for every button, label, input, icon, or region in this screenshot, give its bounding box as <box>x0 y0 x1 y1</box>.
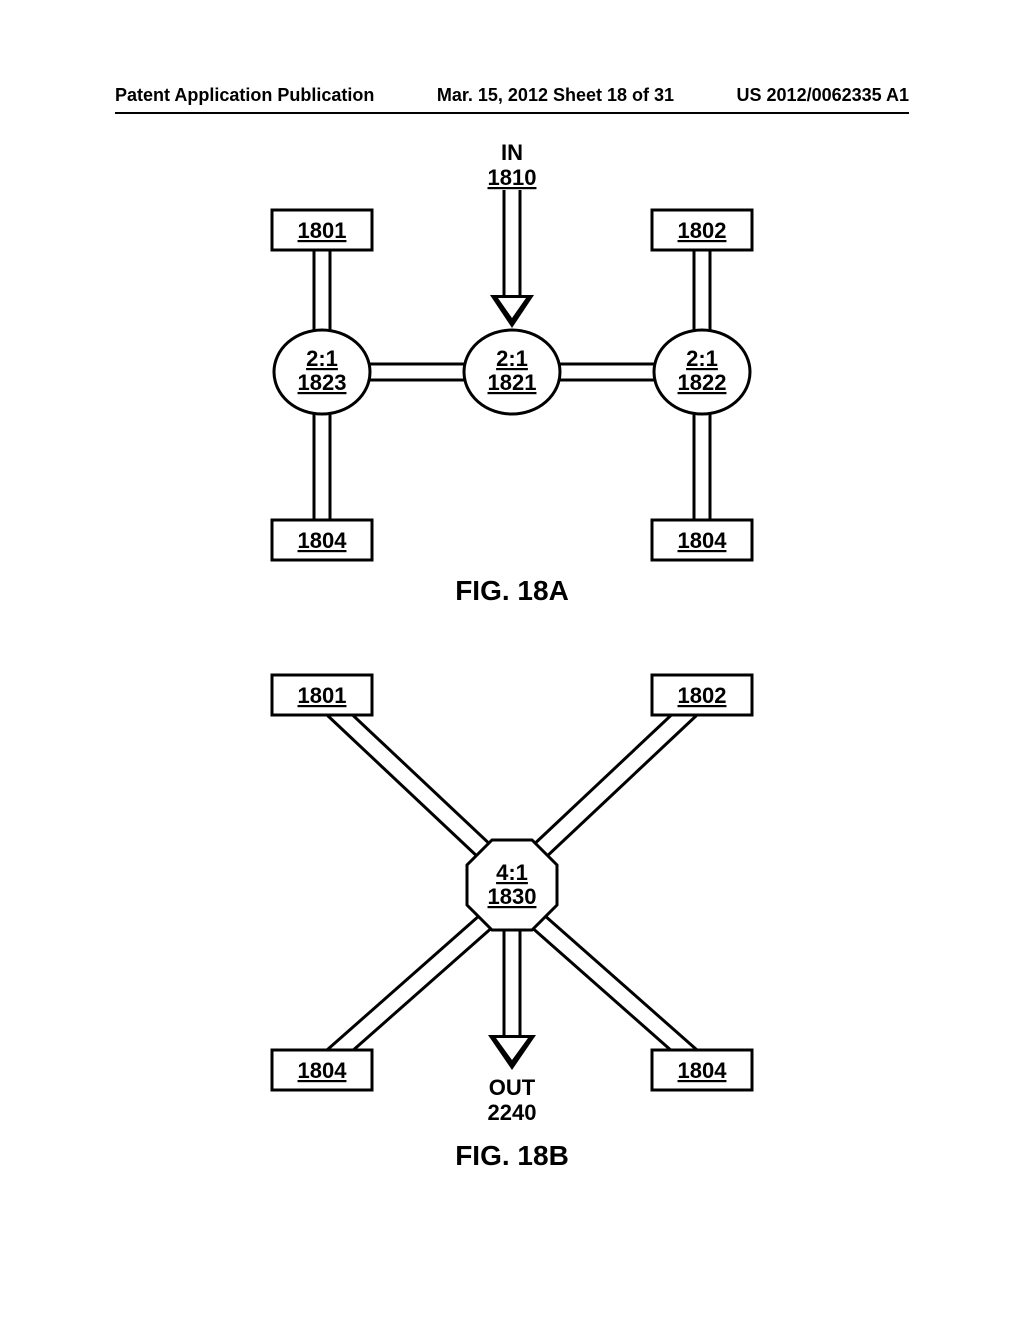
diag-tr-2 <box>512 705 682 865</box>
in-label: IN <box>501 140 523 165</box>
in-number: 1810 <box>488 165 537 190</box>
diag-br-2 <box>512 910 682 1060</box>
diag-tl-2 <box>342 705 512 865</box>
diag-bl-1 <box>327 900 497 1050</box>
fig-b-label: FIG. 18B <box>455 1140 569 1171</box>
box-bl-text: 1804 <box>298 528 348 553</box>
box-b-bl-text: 1804 <box>298 1058 348 1083</box>
fig-a-label: FIG. 18A <box>455 575 569 606</box>
center-ratio: 4:1 <box>496 860 528 885</box>
diag-tr-1 <box>527 715 697 875</box>
ellipse-mid-num: 1821 <box>488 370 537 395</box>
box-b-tl-text: 1801 <box>298 683 347 708</box>
center-num: 1830 <box>488 884 537 909</box>
box-tl-text: 1801 <box>298 218 347 243</box>
out-num: 2240 <box>488 1100 537 1125</box>
header-right: US 2012/0062335 A1 <box>737 85 909 106</box>
diag-br-1 <box>527 900 697 1050</box>
header-mid: Mar. 15, 2012 Sheet 18 of 31 <box>437 85 674 106</box>
page-header: Patent Application Publication Mar. 15, … <box>115 85 909 106</box>
ellipse-right-num: 1822 <box>678 370 727 395</box>
header-left: Patent Application Publication <box>115 85 374 106</box>
box-br-text: 1804 <box>678 528 728 553</box>
ellipse-left-num: 1823 <box>298 370 347 395</box>
box-b-tr-text: 1802 <box>678 683 727 708</box>
header-rule <box>115 112 909 114</box>
diag-tl-1 <box>327 715 497 875</box>
diag-bl-2 <box>342 910 512 1060</box>
out-label: OUT <box>489 1075 536 1100</box>
fig-18a: IN 1810 2:1 1823 2:1 1821 2:1 1822 1801 <box>212 130 812 610</box>
ellipse-mid-ratio: 2:1 <box>496 346 528 371</box>
box-tr-text: 1802 <box>678 218 727 243</box>
box-b-br-text: 1804 <box>678 1058 728 1083</box>
fig-18b: 4:1 1830 OUT 2240 1801 1802 1804 1804 FI… <box>212 640 812 1200</box>
ellipse-left-ratio: 2:1 <box>306 346 338 371</box>
ellipse-right-ratio: 2:1 <box>686 346 718 371</box>
